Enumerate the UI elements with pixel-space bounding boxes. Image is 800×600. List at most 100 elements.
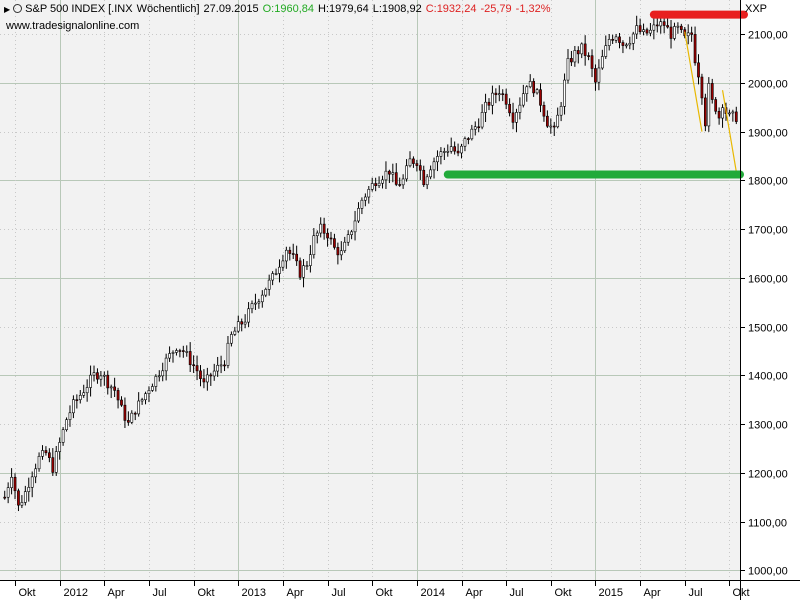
- x-tick-label: 2015: [599, 587, 623, 599]
- candle-body: [219, 364, 223, 367]
- candle-body: [480, 112, 484, 128]
- symbol-label: XXP: [745, 3, 768, 15]
- candle-body: [247, 308, 250, 323]
- candle-body: [137, 400, 141, 415]
- candle-body: [102, 374, 106, 377]
- candle-body: [628, 43, 632, 46]
- candle-body: [391, 172, 395, 175]
- candle-body: [714, 99, 718, 112]
- candle-body: [264, 289, 268, 296]
- candle-body: [195, 365, 199, 372]
- candle-body: [23, 491, 27, 503]
- candle-body: [673, 26, 676, 39]
- candle-body: [518, 104, 522, 113]
- candle-body: [717, 110, 721, 119]
- candle-body: [10, 476, 13, 489]
- candle-body: [357, 208, 360, 222]
- candle-body: [116, 390, 120, 401]
- candle-body: [113, 386, 116, 391]
- high-value: H:1979,64: [317, 3, 369, 15]
- candle-body: [659, 21, 663, 27]
- candle-body: [243, 321, 247, 325]
- candle-body: [521, 93, 525, 106]
- header-line: ▶ S&P 500 INDEX [.INX Wöchentlich] 27.09.20…: [4, 3, 555, 15]
- candle-body: [559, 106, 563, 116]
- candle-body: [690, 32, 693, 35]
- candle-body: [635, 25, 639, 35]
- candle-body: [707, 83, 711, 127]
- y-tick-label: 2000,00: [748, 79, 788, 91]
- candle-body: [233, 330, 237, 335]
- candle-body: [154, 376, 158, 387]
- candle-body: [381, 179, 384, 184]
- candle-body: [652, 24, 656, 31]
- candle-body: [109, 386, 113, 389]
- y-tick-label: 1200,00: [748, 469, 788, 481]
- x-tick-label: Okt: [555, 587, 572, 599]
- candle-body: [37, 456, 41, 470]
- candle-body: [147, 390, 151, 394]
- candle-body: [446, 150, 450, 153]
- candle-body: [51, 457, 55, 473]
- x-tick-label: Apr: [287, 587, 304, 599]
- candle-body: [68, 412, 72, 420]
- y-tick-label: 2100,00: [748, 30, 788, 42]
- candle-body: [288, 249, 292, 254]
- x-axis: Okt 2012 Apr Jul Okt 2013 Apr Jul Okt 2014 Apr Jul O…: [15, 580, 750, 599]
- candle-body: [343, 241, 347, 252]
- candle-body: [494, 92, 498, 96]
- candle-body: [278, 266, 281, 274]
- candle-body: [312, 235, 316, 255]
- candle-body: [164, 357, 168, 372]
- candle-body: [226, 342, 230, 366]
- candle-body: [453, 146, 457, 152]
- candle-body: [13, 476, 17, 492]
- candle-body: [662, 21, 666, 26]
- candle-body: [666, 25, 669, 28]
- source-link[interactable]: www.tradesignalonline.com: [6, 20, 139, 32]
- collapse-arrow-icon[interactable]: ▶: [4, 5, 11, 14]
- y-tick-label: 1100,00: [748, 518, 787, 530]
- candle-body: [566, 58, 570, 81]
- candle-body: [408, 158, 412, 167]
- candle-body: [284, 249, 288, 262]
- candle-body: [120, 399, 123, 406]
- candle-body: [422, 169, 426, 186]
- x-tick-label: Apr: [466, 587, 483, 599]
- change-percent: -1,32%: [515, 3, 551, 15]
- candle-body: [291, 253, 295, 255]
- x-tick-label: Apr: [108, 587, 125, 599]
- candle-body: [418, 165, 422, 171]
- candle-body: [405, 165, 408, 180]
- candle-body: [542, 104, 546, 117]
- candle-body: [374, 183, 378, 186]
- candle-body: [329, 237, 333, 240]
- candle-body: [260, 294, 264, 303]
- candle-body: [212, 370, 216, 377]
- candle-body: [467, 138, 470, 140]
- candle-body: [655, 24, 659, 27]
- candle-body: [710, 83, 714, 100]
- candle-body: [336, 247, 340, 256]
- candle-body: [209, 374, 213, 377]
- candle-body: [199, 370, 202, 379]
- candle-body: [504, 93, 508, 105]
- candle-body: [370, 183, 374, 190]
- candle-body: [700, 76, 704, 99]
- candle-body: [686, 32, 690, 37]
- candle-body: [442, 151, 446, 153]
- candle-body: [546, 115, 549, 127]
- candle-body: [415, 163, 419, 166]
- candle-body: [230, 334, 233, 344]
- candle-body: [130, 412, 134, 423]
- candle-body: [539, 89, 542, 106]
- candle-body: [236, 321, 240, 332]
- candle-body: [570, 58, 573, 63]
- candle-body: [377, 182, 381, 186]
- candle-body: [267, 279, 271, 290]
- candle-body: [188, 351, 192, 366]
- candle-body: [398, 184, 402, 186]
- candle-body: [75, 399, 79, 401]
- candle-body: [27, 487, 31, 492]
